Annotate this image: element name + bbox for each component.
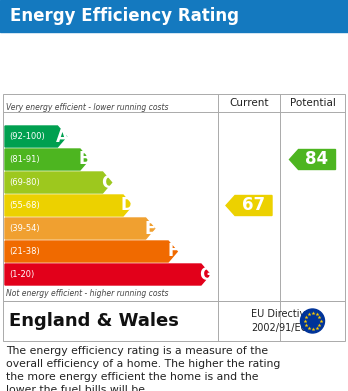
Text: the more energy efficient the home is and the: the more energy efficient the home is an… [6,372,259,382]
Text: G: G [199,265,212,283]
Circle shape [301,309,324,333]
Text: C: C [101,174,113,192]
Text: F: F [167,242,179,260]
Text: (81-91): (81-91) [9,155,40,164]
Text: (1-20): (1-20) [9,270,34,279]
Text: overall efficiency of a home. The higher the rating: overall efficiency of a home. The higher… [6,359,280,369]
Text: (55-68): (55-68) [9,201,40,210]
Polygon shape [5,218,155,239]
Text: (39-54): (39-54) [9,224,40,233]
Text: Potential: Potential [290,98,335,108]
Text: Very energy efficient - lower running costs: Very energy efficient - lower running co… [6,104,168,113]
Text: (21-38): (21-38) [9,247,40,256]
Text: D: D [121,197,134,215]
Polygon shape [226,196,272,215]
Text: Not energy efficient - higher running costs: Not energy efficient - higher running co… [6,289,168,298]
Polygon shape [5,149,89,170]
Text: Current: Current [229,98,269,108]
Text: B: B [78,151,91,169]
Text: (92-100): (92-100) [9,132,45,141]
Bar [3,301,345,341]
Text: E: E [144,219,156,237]
Bar [0,0,348,32]
Polygon shape [290,149,335,170]
Polygon shape [5,195,132,216]
Polygon shape [5,241,177,262]
Bar [3,94,345,301]
Polygon shape [5,172,112,193]
Polygon shape [5,126,66,147]
Text: England & Wales: England & Wales [9,312,179,330]
Text: 67: 67 [242,197,265,215]
Text: A: A [56,127,69,145]
Text: 84: 84 [306,151,329,169]
Text: lower the fuel bills will be.: lower the fuel bills will be. [6,385,148,391]
Polygon shape [5,264,210,285]
Text: EU Directive
2002/91/EC: EU Directive 2002/91/EC [251,309,311,333]
Text: The energy efficiency rating is a measure of the: The energy efficiency rating is a measur… [6,346,268,356]
Text: Energy Efficiency Rating: Energy Efficiency Rating [10,7,239,25]
Text: (69-80): (69-80) [9,178,40,187]
